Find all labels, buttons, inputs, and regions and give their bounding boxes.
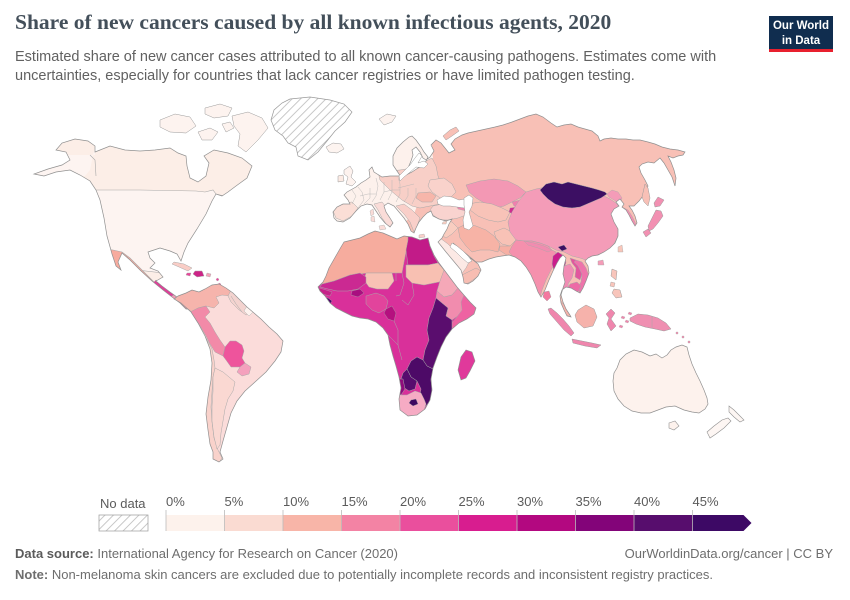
svg-text:45%: 45% [693, 494, 719, 509]
svg-text:15%: 15% [342, 494, 368, 509]
svg-text:No data: No data [100, 496, 146, 511]
svg-text:40%: 40% [634, 494, 660, 509]
svg-text:35%: 35% [576, 494, 602, 509]
svg-text:0%: 0% [166, 494, 185, 509]
svg-text:25%: 25% [459, 494, 485, 509]
svg-text:10%: 10% [283, 494, 309, 509]
svg-text:5%: 5% [225, 494, 244, 509]
svg-text:20%: 20% [400, 494, 426, 509]
svg-text:30%: 30% [517, 494, 543, 509]
